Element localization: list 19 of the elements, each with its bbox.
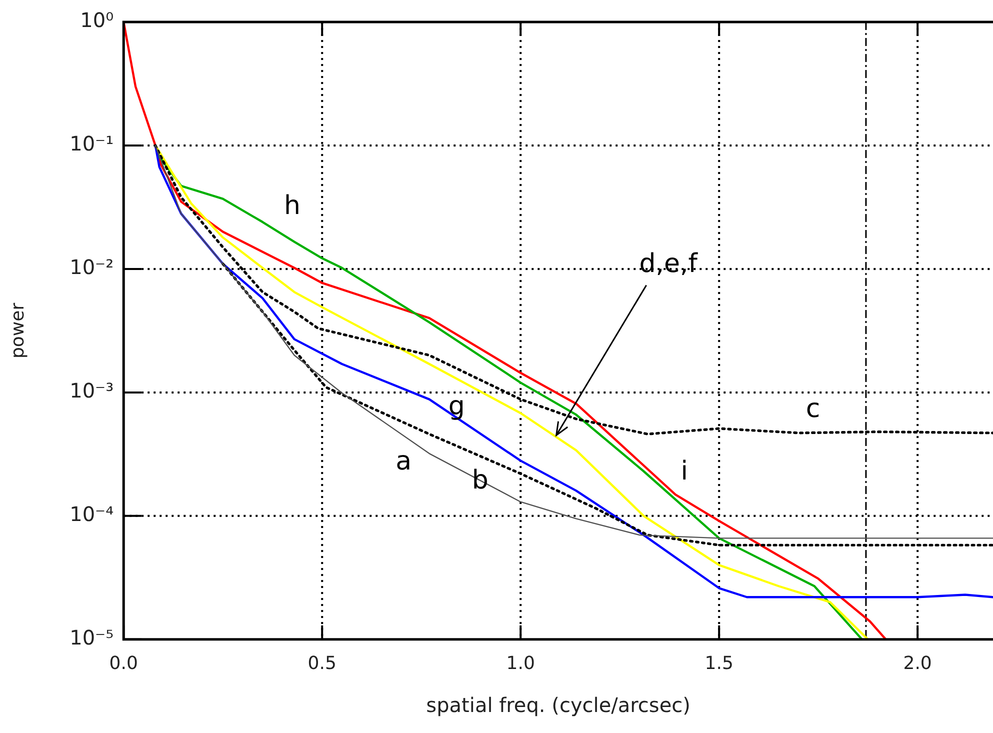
y-tick-label: 10⁻⁵: [70, 626, 114, 650]
x-axis-title: spatial freq. (cycle/arcsec): [426, 693, 690, 718]
y-axis-title: power: [7, 302, 28, 359]
x-tick-label: 1.5: [704, 652, 734, 674]
x-tick-label: 0.5: [308, 652, 336, 674]
y-tick-label: 10⁻¹: [70, 132, 114, 156]
x-tick-label: 2.0: [903, 652, 932, 674]
y-tick-label: 10⁰: [80, 8, 114, 32]
y-tick-label: 10⁻⁴: [70, 502, 114, 526]
annotation: a: [396, 446, 412, 477]
annotation: i: [680, 456, 688, 486]
y-tick-label: 10⁻²: [70, 255, 114, 280]
x-tick-label: 0.0: [109, 652, 138, 674]
annotation: c: [806, 394, 820, 424]
annotation: d,e,f: [639, 249, 698, 280]
x-tick-label: 1.0: [506, 652, 535, 674]
y-tick-label: 10⁻³: [70, 378, 114, 403]
annotation: g: [448, 392, 465, 422]
annotation: h: [284, 190, 301, 221]
